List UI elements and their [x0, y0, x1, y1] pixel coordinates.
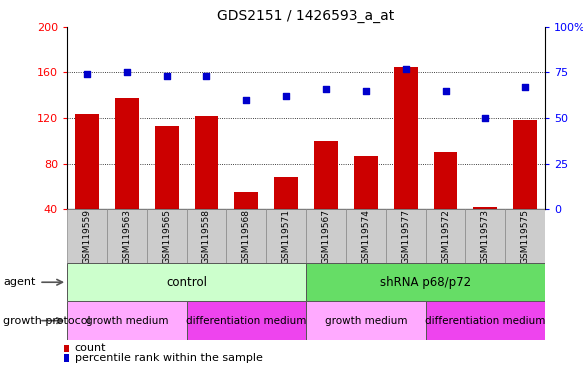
Bar [195, 116, 219, 255]
Bar [187, 209, 226, 263]
Text: growth medium: growth medium [86, 316, 168, 326]
Bar [274, 177, 298, 255]
Bar [346, 209, 386, 263]
Text: growth protocol: growth protocol [3, 316, 90, 326]
Text: GSM119565: GSM119565 [162, 209, 171, 264]
Bar [306, 301, 426, 340]
Point [361, 88, 371, 94]
Bar [75, 114, 99, 255]
Bar [187, 301, 306, 340]
Bar [154, 126, 178, 255]
Bar [266, 209, 306, 263]
Point [202, 73, 211, 79]
Text: GSM119572: GSM119572 [441, 209, 450, 263]
Bar [234, 192, 258, 255]
Text: GSM119567: GSM119567 [321, 209, 331, 264]
Text: percentile rank within the sample: percentile rank within the sample [75, 353, 262, 363]
Text: agent: agent [3, 277, 36, 287]
Text: GSM119574: GSM119574 [361, 209, 370, 263]
Text: GSM119575: GSM119575 [521, 209, 530, 264]
Bar [386, 209, 426, 263]
Point [521, 84, 530, 90]
Bar [107, 209, 147, 263]
Point [241, 97, 251, 103]
Text: GSM119571: GSM119571 [282, 209, 291, 264]
Bar [426, 301, 545, 340]
Point [282, 93, 291, 99]
Title: GDS2151 / 1426593_a_at: GDS2151 / 1426593_a_at [217, 9, 395, 23]
Point [321, 86, 331, 92]
Bar [306, 263, 545, 301]
Bar [64, 345, 69, 353]
Text: GSM119573: GSM119573 [481, 209, 490, 264]
Text: growth medium: growth medium [325, 316, 407, 326]
Text: GSM119559: GSM119559 [82, 209, 92, 264]
Point [122, 70, 132, 76]
Bar [67, 263, 306, 301]
Point [480, 115, 490, 121]
Bar [354, 156, 378, 255]
Bar [314, 141, 338, 255]
Bar [473, 207, 497, 255]
Bar [226, 209, 266, 263]
Bar [426, 209, 465, 263]
Bar [67, 209, 107, 263]
Text: GSM119568: GSM119568 [242, 209, 251, 264]
Text: count: count [75, 343, 106, 353]
Bar [67, 301, 187, 340]
Bar [434, 152, 458, 255]
Text: differentiation medium: differentiation medium [186, 316, 307, 326]
Text: shRNA p68/p72: shRNA p68/p72 [380, 276, 471, 289]
Bar [465, 209, 505, 263]
Text: differentiation medium: differentiation medium [425, 316, 546, 326]
Bar [513, 120, 537, 255]
Bar [394, 67, 417, 255]
Bar [115, 98, 139, 255]
Bar [505, 209, 545, 263]
Bar [306, 209, 346, 263]
Text: GSM119558: GSM119558 [202, 209, 211, 264]
Text: GSM119577: GSM119577 [401, 209, 410, 264]
Point [441, 88, 450, 94]
Text: control: control [166, 276, 207, 289]
Point [401, 66, 410, 72]
Bar [147, 209, 187, 263]
Text: GSM119563: GSM119563 [122, 209, 131, 264]
Point [162, 73, 171, 79]
Point [82, 71, 92, 78]
Bar [64, 354, 69, 362]
